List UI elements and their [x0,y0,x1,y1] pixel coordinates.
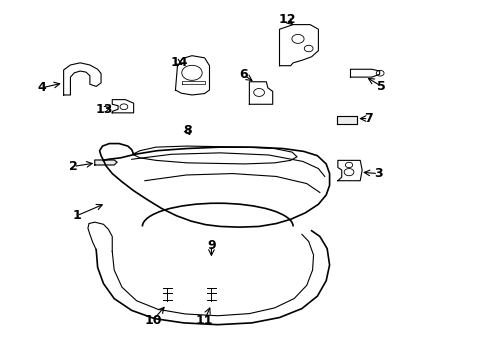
Polygon shape [336,116,357,123]
Text: 13: 13 [96,103,113,116]
Text: 6: 6 [239,68,247,81]
Polygon shape [95,160,117,165]
Text: 9: 9 [207,239,215,252]
Text: 3: 3 [373,167,382,180]
Text: 5: 5 [376,80,385,93]
Text: 4: 4 [37,81,46,94]
Text: 7: 7 [364,112,372,125]
Text: 10: 10 [144,314,162,327]
Text: 2: 2 [69,160,78,173]
Text: 14: 14 [170,56,187,69]
Text: 8: 8 [183,124,191,137]
Text: 11: 11 [196,314,213,327]
Text: 12: 12 [278,13,295,27]
Text: 1: 1 [72,209,81,222]
